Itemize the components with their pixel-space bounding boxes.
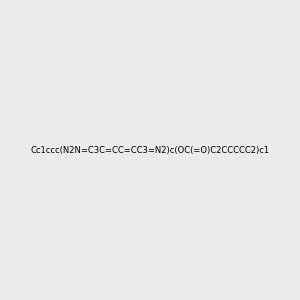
Text: Cc1ccc(N2N=C3C=CC=CC3=N2)c(OC(=O)C2CCCCC2)c1: Cc1ccc(N2N=C3C=CC=CC3=N2)c(OC(=O)C2CCCCC… <box>30 146 270 154</box>
